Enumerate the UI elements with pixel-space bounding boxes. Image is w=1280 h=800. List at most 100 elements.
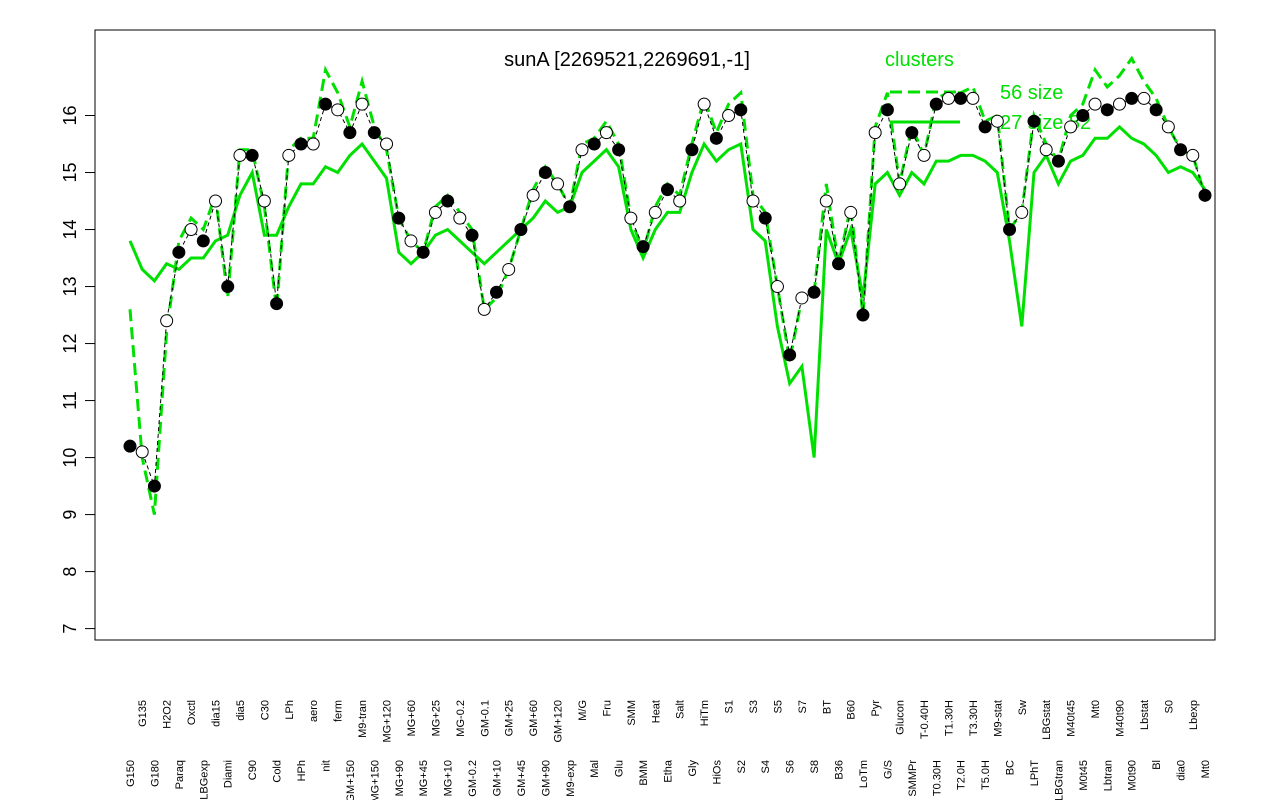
- x-tick-label: GM+90: [540, 760, 552, 796]
- x-tick-label: MG+60: [406, 700, 418, 736]
- x-tick-label: G135: [137, 700, 149, 727]
- x-tick-label: MG+90: [394, 760, 406, 796]
- data-point: [367, 126, 381, 140]
- data-point: [1064, 120, 1078, 134]
- x-tick-label: GM-0.2: [467, 760, 479, 797]
- data-point: [245, 148, 259, 162]
- data-point: [428, 205, 442, 219]
- x-tick-label: Oxctl: [186, 700, 198, 725]
- x-tick-label: Lbexp: [1188, 700, 1200, 730]
- data-point: [844, 205, 858, 219]
- x-tick-label: T0.30H: [931, 760, 943, 796]
- x-tick-label: GM+10: [491, 760, 503, 796]
- x-tick-label: S6: [785, 760, 797, 773]
- x-tick-label: dia0: [1176, 760, 1188, 781]
- x-tick-label: G150: [125, 760, 137, 787]
- data-point: [441, 194, 455, 208]
- x-tick-label: B36: [834, 760, 846, 780]
- data-point: [734, 103, 748, 117]
- x-tick-label: GM-0.1: [479, 700, 491, 737]
- data-point: [135, 445, 149, 459]
- chart-title: sunA [2269521,2269691,-1]: [504, 49, 750, 71]
- x-tick-label: H2O2: [162, 700, 174, 729]
- data-point: [209, 194, 223, 208]
- data-point: [404, 234, 418, 248]
- data-point: [624, 211, 638, 225]
- x-tick-label: Gly: [687, 760, 699, 777]
- data-point: [1015, 205, 1029, 219]
- x-tick-label: GM+25: [504, 700, 516, 736]
- x-tick-label: M9-exp: [565, 760, 577, 797]
- x-tick-label: Fru: [601, 700, 613, 717]
- x-tick-label: Glucon: [895, 700, 907, 735]
- x-tick-label: Pyr: [870, 700, 882, 717]
- data-point: [587, 137, 601, 151]
- data-point: [1027, 114, 1041, 128]
- x-tick-label: T2.0H: [956, 760, 968, 790]
- x-tick-label: Etha: [663, 759, 675, 783]
- y-tick-label: 7: [60, 624, 80, 634]
- data-point: [257, 194, 271, 208]
- x-tick-label: Lbstat: [1139, 700, 1151, 730]
- y-tick-label: 15: [60, 163, 80, 183]
- data-point: [233, 148, 247, 162]
- data-point: [709, 131, 723, 145]
- data-point: [489, 285, 503, 299]
- x-tick-label: G/S: [882, 760, 894, 779]
- x-tick-label: Cold: [272, 760, 284, 783]
- x-tick-label: SMM: [626, 700, 638, 726]
- expression-line: [129, 97, 1206, 487]
- data-point: [1137, 91, 1151, 105]
- x-tick-label: LBGtran: [1053, 760, 1065, 800]
- x-tick-label: C90: [247, 760, 259, 780]
- data-point: [612, 143, 626, 157]
- data-point: [661, 183, 674, 197]
- x-tick-label: T5.0H: [980, 760, 992, 790]
- data-point: [746, 194, 760, 208]
- data-point: [318, 97, 332, 111]
- x-tick-label: MG+45: [418, 760, 430, 796]
- x-tick-label: S5: [772, 700, 784, 713]
- x-tick-label: S4: [760, 760, 772, 773]
- data-point: [966, 91, 980, 105]
- data-point: [1161, 120, 1175, 134]
- data-point: [538, 166, 552, 180]
- x-tick-label: S3: [748, 700, 760, 713]
- x-tick-label: dia15: [211, 700, 223, 727]
- x-tick-label: M40t45: [1066, 700, 1078, 737]
- data-point: [331, 103, 345, 117]
- x-tick-label: G180: [149, 760, 161, 787]
- data-point: [416, 245, 430, 259]
- data-point: [893, 177, 907, 191]
- data-point: [1174, 143, 1188, 157]
- data-point: [380, 137, 394, 151]
- x-tick-label: BT: [821, 700, 833, 714]
- data-point: [1039, 143, 1053, 157]
- data-point: [184, 223, 198, 237]
- x-tick-label: S0: [1163, 700, 1175, 713]
- data-point: [1149, 103, 1163, 117]
- data-point: [673, 194, 687, 208]
- x-tick-label: Bl: [1151, 760, 1163, 770]
- data-point: [526, 188, 540, 202]
- y-tick-label: 12: [60, 334, 80, 354]
- x-tick-label: BC: [1005, 760, 1017, 775]
- x-tick-label: S8: [809, 760, 821, 773]
- data-point: [722, 109, 736, 123]
- x-tick-label: HiTm: [699, 700, 711, 726]
- x-tick-label: T1.30H: [943, 700, 955, 736]
- data-point: [905, 126, 919, 140]
- data-point: [160, 314, 174, 328]
- x-tick-label: nit: [320, 760, 332, 772]
- data-point: [392, 211, 406, 225]
- y-tick-label: 16: [60, 105, 80, 125]
- data-point: [1003, 223, 1017, 237]
- x-tick-label: MG+25: [430, 700, 442, 736]
- legend-title: clusters: [885, 49, 954, 71]
- data-point: [1076, 109, 1090, 123]
- x-tick-label: T-0.40H: [919, 700, 931, 739]
- x-tick-label: MG+120: [382, 700, 394, 743]
- data-point: [783, 348, 797, 362]
- y-tick-label: 9: [60, 510, 80, 520]
